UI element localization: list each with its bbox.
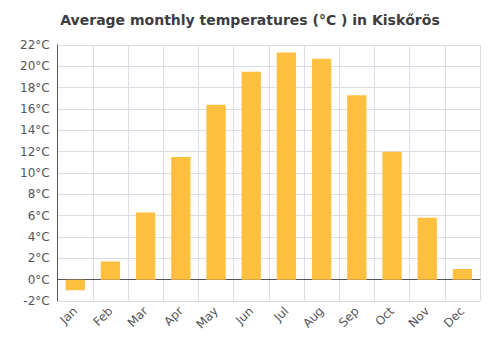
svg-text:-2°C: -2°C	[23, 294, 49, 308]
svg-text:Nov: Nov	[406, 304, 432, 330]
svg-text:8°C: 8°C	[28, 187, 50, 201]
svg-text:22°C: 22°C	[20, 38, 50, 52]
svg-text:Average monthly temperatures (: Average monthly temperatures (°C ) in Ki…	[60, 12, 439, 28]
svg-text:16°C: 16°C	[20, 102, 50, 116]
svg-text:Oct: Oct	[372, 304, 397, 329]
svg-text:Dec: Dec	[441, 304, 467, 330]
svg-text:12°C: 12°C	[20, 145, 50, 159]
svg-text:Aug: Aug	[300, 304, 326, 330]
svg-text:Sep: Sep	[336, 304, 362, 330]
svg-text:Jun: Jun	[232, 304, 256, 328]
svg-text:Jan: Jan	[57, 304, 81, 328]
svg-text:2°C: 2°C	[28, 251, 50, 265]
svg-text:4°C: 4°C	[28, 230, 50, 244]
svg-text:18°C: 18°C	[20, 81, 50, 95]
svg-text:10°C: 10°C	[20, 166, 50, 180]
svg-text:20°C: 20°C	[20, 59, 50, 73]
svg-text:Jul: Jul	[271, 304, 292, 325]
svg-text:Apr: Apr	[161, 304, 186, 329]
svg-text:14°C: 14°C	[20, 123, 50, 137]
svg-text:0°C: 0°C	[28, 273, 50, 287]
svg-text:May: May	[194, 304, 221, 331]
svg-text:Mar: Mar	[125, 304, 151, 330]
svg-text:6°C: 6°C	[28, 209, 50, 223]
svg-text:Feb: Feb	[90, 304, 115, 329]
